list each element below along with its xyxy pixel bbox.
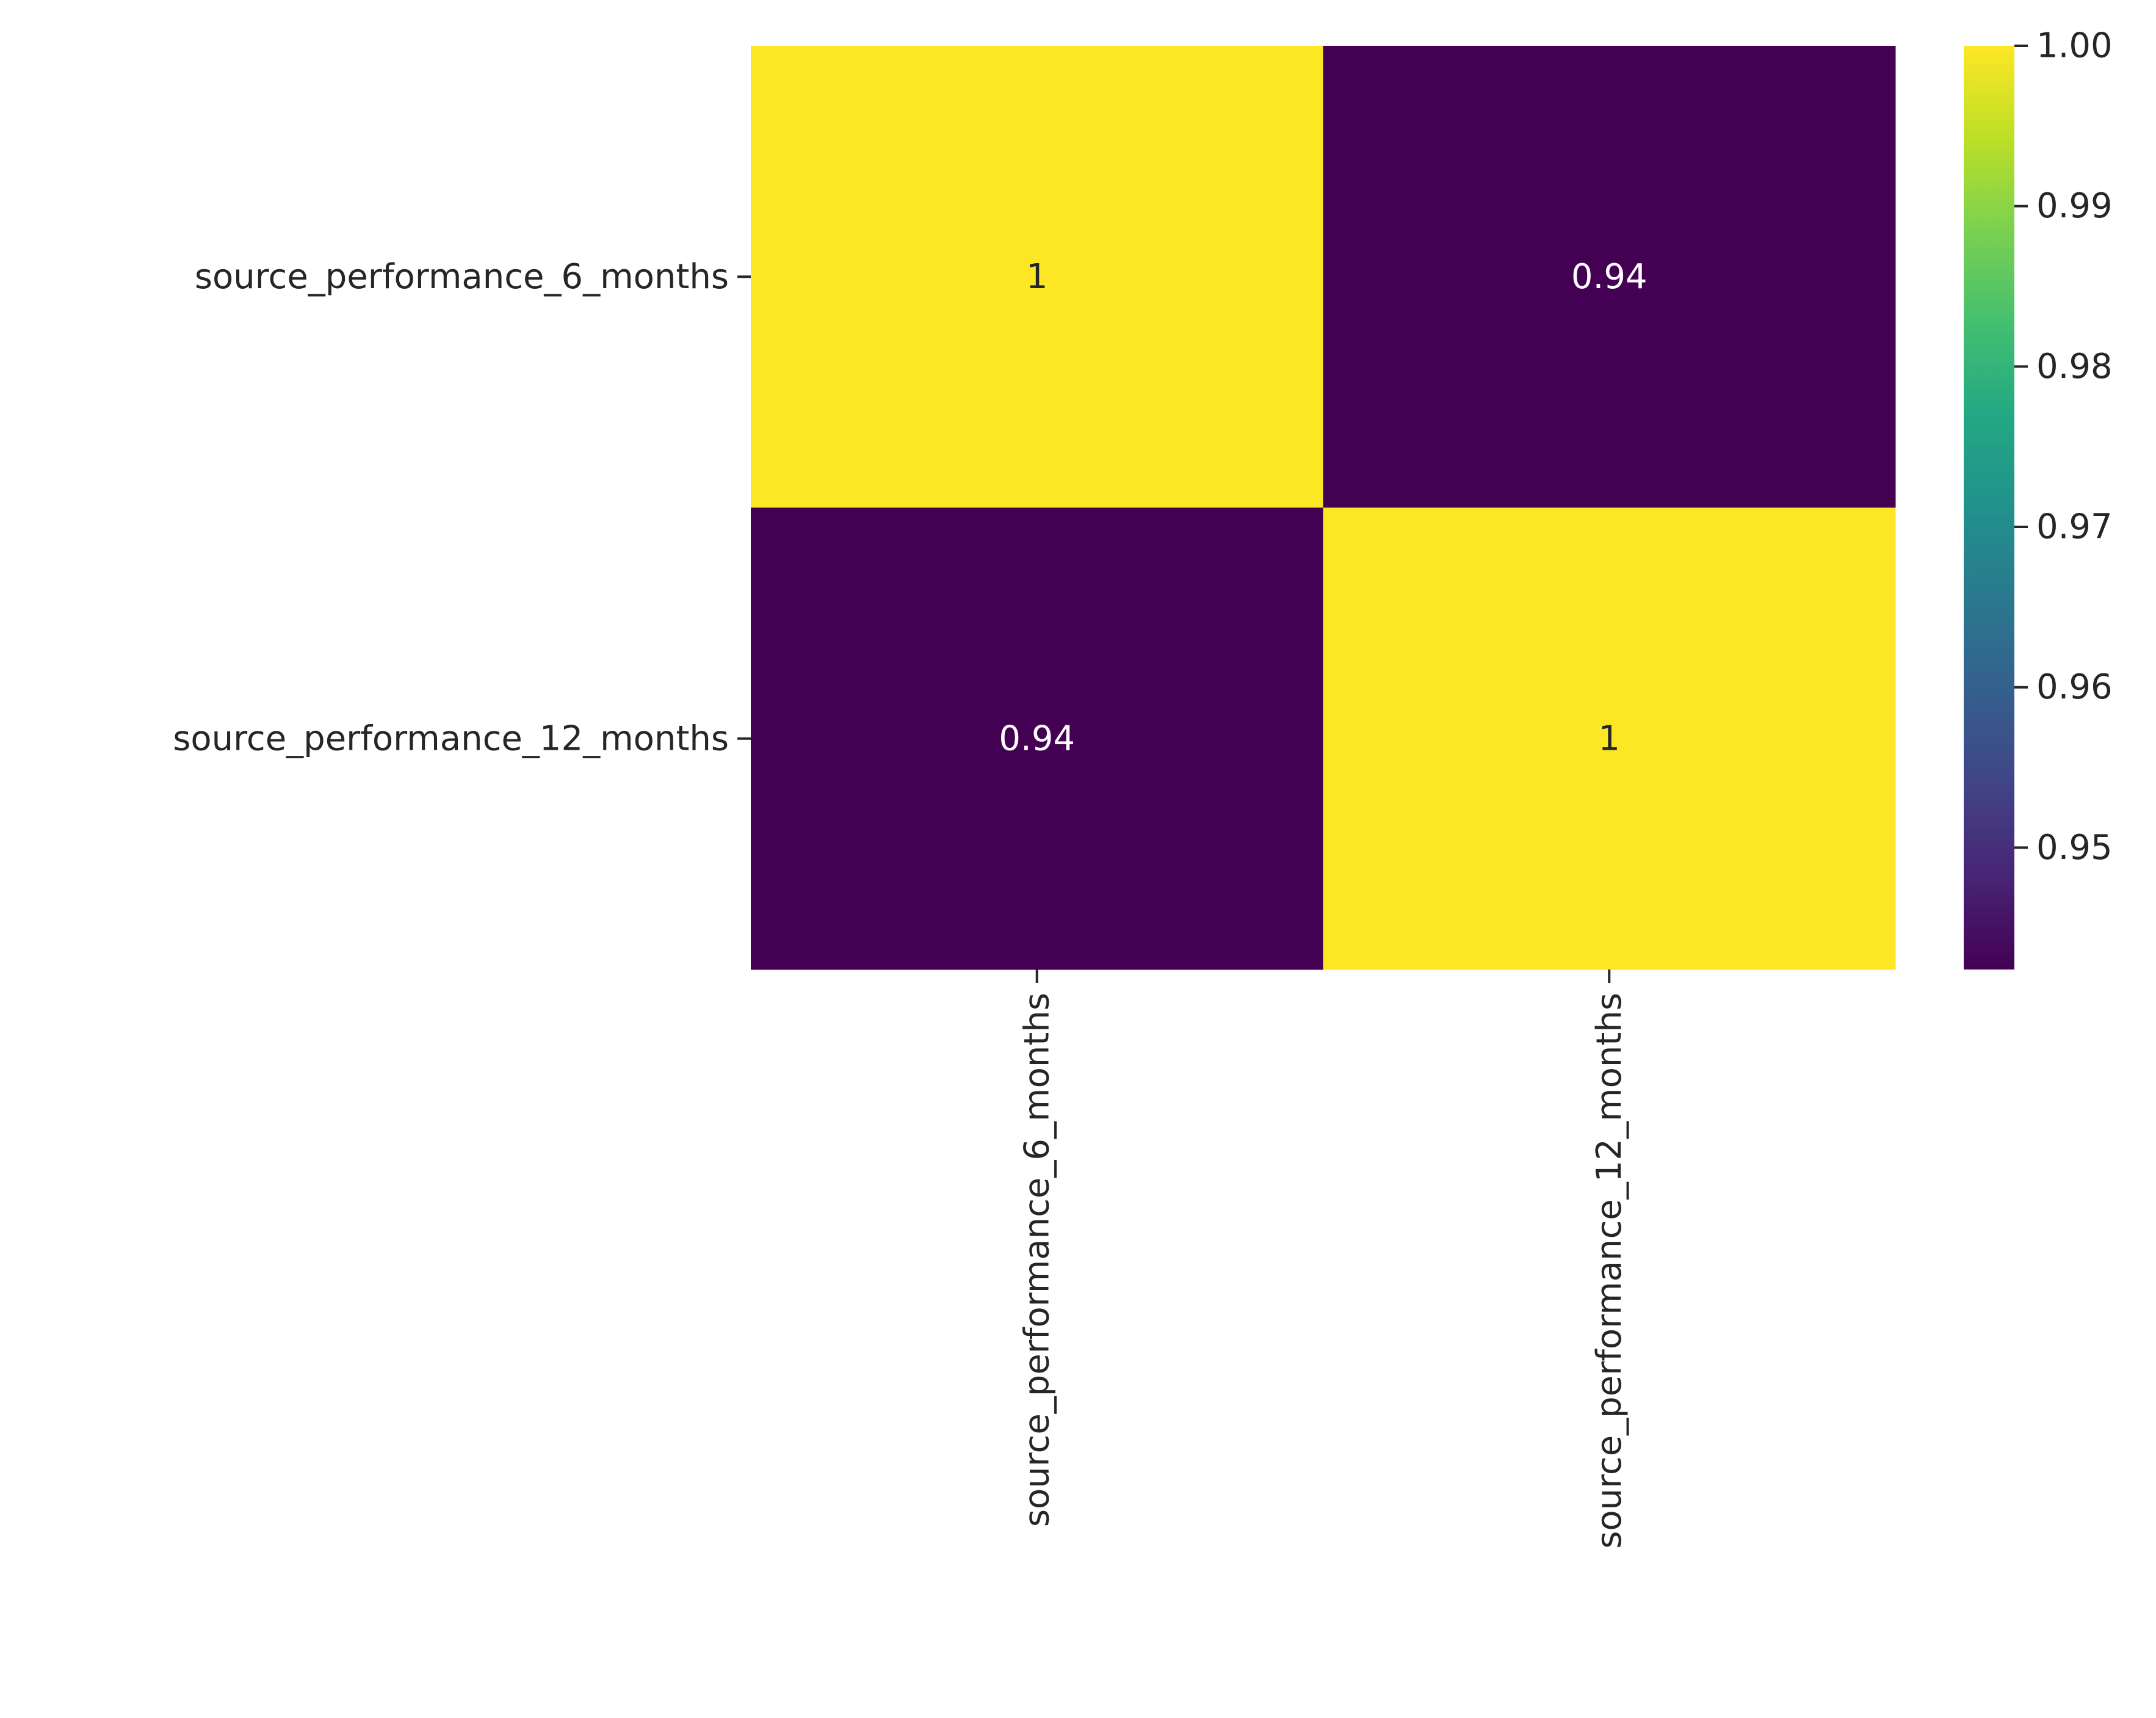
heatmap-cell-r0-c1 <box>1323 46 1896 508</box>
colorbar-tick-label: 0.97 <box>2036 507 2113 547</box>
heatmap-cell-r1-c1 <box>1323 507 1896 970</box>
colorbar-tick-label: 1.00 <box>2036 26 2113 66</box>
x-tick-label: source_performance_12_months <box>1590 993 1629 1549</box>
y-tick-label: source_performance_6_months <box>195 257 729 297</box>
y-tick-label: source_performance_12_months <box>173 719 729 758</box>
cell-annotation-r0-c1: 0.94 <box>1571 257 1648 297</box>
colorbar-tick-label: 0.98 <box>2036 347 2113 386</box>
colorbar-gradient <box>1964 46 2014 970</box>
cell-annotations: 1 0.94 0.94 1 <box>999 257 1647 759</box>
colorbar-tick-label: 0.99 <box>2036 186 2113 226</box>
y-axis: source_performance_6_months source_perfor… <box>173 257 751 758</box>
colorbar-tick-label: 0.96 <box>2036 667 2113 707</box>
heatmap-cell-r0-c0 <box>751 46 1323 508</box>
colorbar-tick-label: 0.95 <box>2036 828 2113 868</box>
heatmap-cell-r1-c0 <box>751 507 1323 970</box>
colorbar-ticks: 0.95 0.96 0.97 0.98 0.99 1.00 <box>2014 26 2113 868</box>
heatmap-cells <box>751 46 1896 970</box>
cell-annotation-r1-c1: 1 <box>1598 719 1620 758</box>
cell-annotation-r1-c0: 0.94 <box>999 719 1075 758</box>
x-tick-label: source_performance_6_months <box>1017 993 1057 1527</box>
x-axis: source_performance_6_months source_perfor… <box>1017 970 1629 1549</box>
colorbar <box>1964 46 2014 970</box>
cell-annotation-r0-c0: 1 <box>1026 257 1048 297</box>
